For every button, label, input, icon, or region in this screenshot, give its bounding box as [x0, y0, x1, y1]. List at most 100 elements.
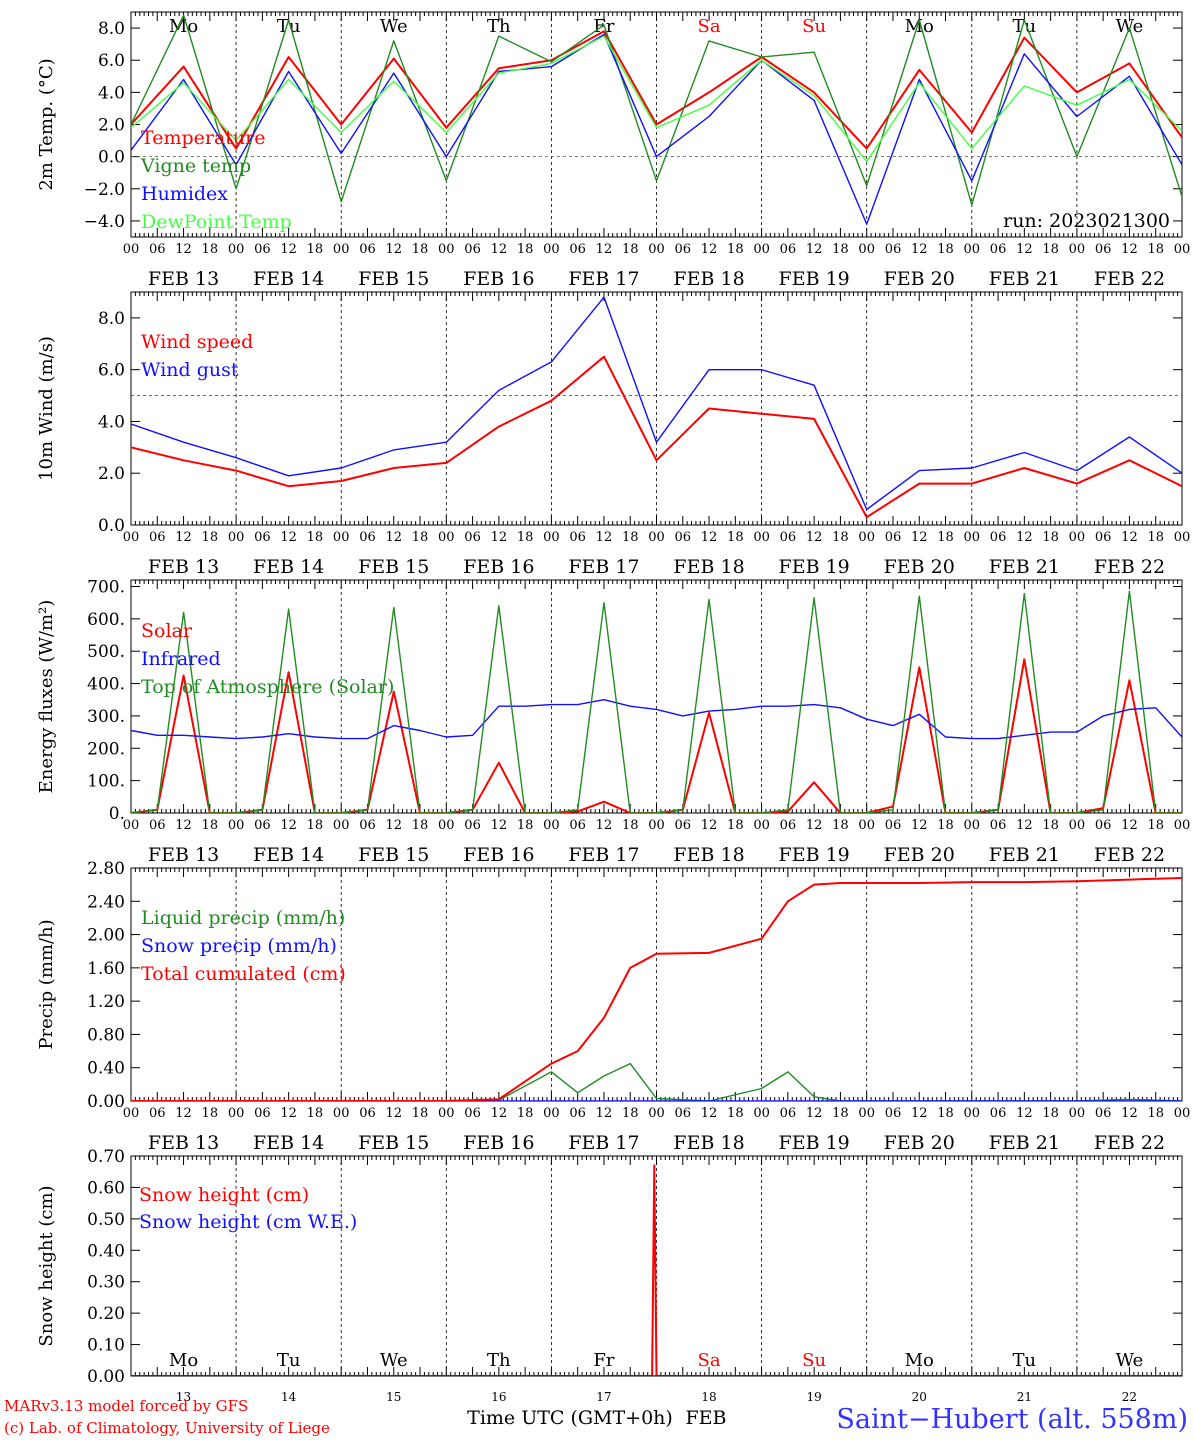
hour-label: 12	[806, 242, 823, 257]
hour-label: 18	[307, 530, 324, 545]
hour-label: 00	[543, 818, 560, 833]
y-tick-label: 0.30	[87, 1273, 125, 1293]
hour-label: 18	[1042, 530, 1059, 545]
hour-label: 12	[1016, 242, 1033, 257]
hour-label: 06	[149, 818, 166, 833]
series-group	[131, 296, 1182, 519]
hour-label: 18	[1147, 818, 1164, 833]
series-group	[131, 877, 1182, 1101]
date-label: FEB 22	[1094, 556, 1165, 578]
hour-label: 00	[123, 1106, 140, 1121]
hour-label: 00	[648, 818, 665, 833]
hour-label: 12	[491, 818, 508, 833]
y-axis-title: Precip (mm/h)	[36, 919, 57, 1049]
lab-credit: (c) Lab. of Climatology, University of L…	[4, 1419, 330, 1437]
date-label: FEB 15	[358, 1132, 429, 1154]
weekday-label: Tu	[277, 16, 301, 37]
hour-label: 12	[385, 530, 402, 545]
y-tick-label: 0.0	[98, 516, 125, 536]
hour-label: 18	[832, 818, 849, 833]
hour-label: 18	[727, 818, 744, 833]
date-label: FEB 21	[989, 268, 1060, 290]
date-label: FEB 16	[463, 1132, 534, 1154]
hour-label: 12	[280, 530, 297, 545]
hour-label: 06	[464, 242, 481, 257]
weekday-label: Tu	[1013, 1350, 1037, 1371]
hour-label: 18	[727, 242, 744, 257]
hour-label: 06	[464, 530, 481, 545]
hour-label: 12	[280, 818, 297, 833]
hour-label: 12	[911, 1106, 928, 1121]
hour-label: 18	[1042, 1106, 1059, 1121]
hour-label: 00	[964, 818, 981, 833]
hour-label: 06	[149, 530, 166, 545]
hour-label: 06	[464, 818, 481, 833]
hour-label: 18	[622, 530, 639, 545]
hour-label: 06	[675, 1106, 692, 1121]
hour-label: 00	[543, 530, 560, 545]
panels: 8.0 6.0 4.0 2.0 0.0 −2.0 −4.0 2m Temp. (°C) 00 06…	[36, 11, 1191, 1404]
day-number-label: 17	[596, 1390, 611, 1404]
hour-label: 00	[753, 1106, 770, 1121]
hour-label: 18	[1147, 530, 1164, 545]
hour-label: 00	[858, 1106, 875, 1121]
y-tick-label: 0.10	[87, 1336, 125, 1356]
hour-label: 18	[202, 1106, 219, 1121]
hour-label: 18	[937, 1106, 954, 1121]
date-label: FEB 21	[989, 1132, 1060, 1154]
hour-label: 06	[990, 530, 1007, 545]
legend-entry: Snow precip (mm/h)	[141, 935, 337, 957]
hour-label: 00	[964, 242, 981, 257]
y-tick-label: 0.80	[87, 1025, 125, 1045]
date-label: FEB 16	[463, 556, 534, 578]
y-axis-title: Energy fluxes (W/m²)	[36, 600, 57, 794]
legend-entry: Liquid precip (mm/h)	[141, 907, 345, 929]
hour-label: 12	[1121, 242, 1138, 257]
hour-label: 18	[622, 1106, 639, 1121]
weekday-label: Th	[487, 1350, 511, 1371]
weekday-label: Sa	[698, 1350, 721, 1371]
hour-label: 00	[753, 530, 770, 545]
y-tick-label: 6.0	[98, 361, 125, 381]
series-line	[131, 1062, 1182, 1101]
y-tick-label: 8.0	[98, 309, 125, 329]
hour-label: 00	[333, 530, 350, 545]
run-annotation: run: 2023021300	[1003, 210, 1170, 232]
hour-label: 00	[964, 1106, 981, 1121]
hour-label: 18	[412, 1106, 429, 1121]
hour-label: 00	[1174, 1106, 1191, 1121]
hour-label: 18	[412, 818, 429, 833]
hour-label: 06	[885, 818, 902, 833]
hour-label: 18	[937, 818, 954, 833]
date-label: FEB 15	[358, 268, 429, 290]
hour-label: 00	[228, 818, 245, 833]
legend-entry: Temperature	[141, 127, 265, 149]
date-label: FEB 17	[568, 268, 639, 290]
hour-label: 06	[569, 1106, 586, 1121]
hour-label: 06	[359, 530, 376, 545]
weekday-label: We	[380, 16, 408, 37]
hour-label: 12	[701, 1106, 718, 1121]
y-axis-title: 2m Temp. (°C)	[36, 58, 57, 190]
hour-label: 12	[596, 530, 613, 545]
hour-label: 12	[1121, 818, 1138, 833]
day-number-label: 16	[491, 1390, 506, 1404]
hour-label: 00	[858, 530, 875, 545]
hour-label: 12	[175, 530, 192, 545]
hour-label: 12	[385, 1106, 402, 1121]
legend-entry: Snow height (cm W.E.)	[139, 1211, 357, 1233]
date-label: FEB 18	[673, 1132, 744, 1154]
y-tick-label: 2.0	[98, 464, 125, 484]
hour-label: 12	[806, 1106, 823, 1121]
date-label: FEB 17	[568, 844, 639, 866]
date-label: FEB 19	[779, 556, 850, 578]
hour-label: 00	[648, 242, 665, 257]
weekday-label: We	[1116, 1350, 1144, 1371]
hour-label: 06	[990, 242, 1007, 257]
hour-label: 12	[491, 530, 508, 545]
y-tick-label: 0.0	[98, 148, 125, 168]
date-label: FEB 18	[673, 556, 744, 578]
day-number-label: 15	[386, 1390, 401, 1404]
hour-label: 18	[832, 1106, 849, 1121]
legend-entry: Snow height (cm)	[139, 1184, 309, 1206]
